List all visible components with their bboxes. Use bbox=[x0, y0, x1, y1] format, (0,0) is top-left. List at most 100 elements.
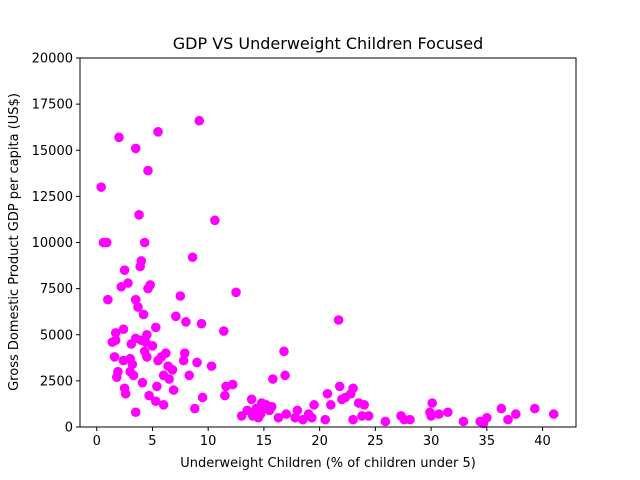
data-point bbox=[161, 348, 171, 359]
data-point bbox=[405, 414, 415, 425]
data-point bbox=[434, 409, 444, 419]
data-point bbox=[292, 405, 303, 416]
data-point bbox=[443, 407, 453, 418]
data-point bbox=[109, 352, 120, 362]
data-point bbox=[192, 357, 202, 368]
data-point bbox=[123, 278, 133, 288]
data-point bbox=[96, 182, 106, 192]
data-point bbox=[334, 381, 345, 392]
data-point bbox=[142, 329, 152, 340]
data-points bbox=[96, 115, 559, 429]
data-point bbox=[101, 237, 112, 248]
data-point bbox=[110, 328, 121, 338]
data-point bbox=[196, 318, 207, 329]
chart-title: GDP VS Underweight Children Focused bbox=[173, 34, 483, 53]
data-point bbox=[144, 390, 154, 401]
x-axis-label: Underweight Children (% of children unde… bbox=[180, 456, 476, 471]
data-point bbox=[503, 414, 513, 425]
data-point bbox=[363, 411, 374, 421]
y-tick-label: 20000 bbox=[32, 52, 73, 67]
data-point bbox=[147, 341, 158, 351]
data-point bbox=[231, 287, 241, 298]
data-point bbox=[168, 385, 179, 395]
data-point bbox=[119, 265, 130, 275]
y-axis-label: Gross Domestic Product GDP per capita (U… bbox=[7, 93, 22, 391]
y-axis-ticks: 0 2500 5000 7500 10000 12500 15000 17500 20000 bbox=[32, 52, 80, 436]
data-point bbox=[130, 407, 141, 418]
data-point bbox=[158, 400, 169, 410]
data-point bbox=[307, 412, 317, 423]
data-point bbox=[127, 359, 138, 370]
data-point bbox=[197, 392, 208, 403]
data-point bbox=[150, 322, 161, 333]
data-point bbox=[187, 252, 198, 263]
y-tick-label: 0 bbox=[65, 421, 73, 436]
x-tick-label: 0 bbox=[93, 434, 101, 449]
x-tick-label: 5 bbox=[148, 434, 156, 449]
x-tick-label: 40 bbox=[534, 434, 551, 449]
data-point bbox=[139, 237, 150, 248]
data-point bbox=[496, 403, 507, 414]
data-point bbox=[190, 403, 200, 414]
data-point bbox=[548, 409, 559, 419]
data-point bbox=[220, 390, 230, 401]
data-point bbox=[357, 411, 367, 421]
data-point bbox=[113, 366, 123, 377]
data-point bbox=[320, 414, 331, 425]
data-point bbox=[136, 256, 147, 266]
data-point bbox=[134, 210, 144, 220]
data-point bbox=[206, 361, 217, 371]
data-point bbox=[152, 381, 162, 392]
y-tick-label: 5000 bbox=[40, 328, 73, 343]
data-point bbox=[179, 348, 190, 359]
y-tick-label: 2500 bbox=[40, 374, 73, 389]
y-tick-label: 7500 bbox=[40, 282, 73, 297]
data-point bbox=[128, 370, 139, 381]
data-point bbox=[178, 355, 189, 366]
data-point bbox=[110, 335, 121, 346]
data-point bbox=[427, 398, 438, 408]
data-point bbox=[137, 377, 148, 388]
data-point bbox=[266, 401, 277, 412]
y-tick-label: 15000 bbox=[32, 144, 73, 159]
data-point bbox=[280, 370, 290, 381]
data-point bbox=[227, 379, 238, 390]
data-point bbox=[458, 416, 469, 427]
x-tick-label: 30 bbox=[423, 434, 440, 449]
data-point bbox=[279, 346, 289, 357]
data-point bbox=[167, 365, 178, 375]
x-axis-ticks: 0 5 10 15 20 25 30 35 40 bbox=[93, 427, 551, 449]
data-point bbox=[138, 309, 149, 320]
data-point bbox=[348, 414, 358, 425]
data-point bbox=[325, 400, 336, 410]
data-point bbox=[142, 352, 152, 362]
data-point bbox=[210, 215, 220, 226]
y-tick-label: 17500 bbox=[32, 98, 73, 113]
data-point bbox=[348, 383, 358, 394]
data-point bbox=[181, 317, 191, 327]
data-point bbox=[218, 326, 229, 336]
data-point bbox=[309, 400, 319, 410]
x-tick-label: 10 bbox=[200, 434, 217, 449]
data-point bbox=[175, 291, 186, 301]
data-point bbox=[114, 132, 124, 143]
data-point bbox=[511, 409, 521, 419]
x-tick-label: 20 bbox=[311, 434, 328, 449]
y-tick-label: 12500 bbox=[32, 190, 73, 205]
data-point bbox=[273, 412, 284, 423]
data-point bbox=[359, 400, 370, 410]
data-point bbox=[130, 294, 141, 305]
data-point bbox=[194, 115, 205, 126]
plot-frame bbox=[79, 57, 577, 428]
y-tick-label: 10000 bbox=[32, 236, 73, 251]
data-point bbox=[333, 315, 344, 325]
data-point bbox=[118, 324, 129, 335]
data-point bbox=[130, 143, 141, 154]
x-tick-label: 25 bbox=[367, 434, 384, 449]
data-point bbox=[184, 370, 195, 381]
data-point bbox=[143, 165, 153, 176]
data-point bbox=[290, 412, 300, 423]
data-point bbox=[380, 416, 391, 427]
data-point bbox=[246, 394, 257, 405]
